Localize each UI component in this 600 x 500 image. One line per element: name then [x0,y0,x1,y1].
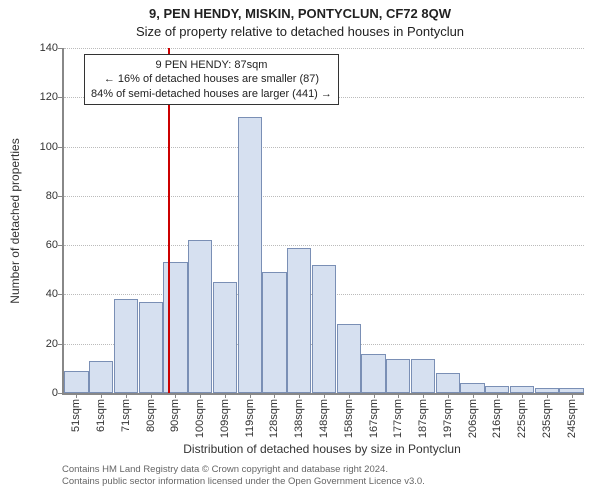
footer-line-1: Contains HM Land Registry data © Crown c… [62,464,582,476]
xtick-mark [473,393,474,398]
xtick-mark [423,393,424,398]
histogram-bar [262,272,286,393]
xtick-label: 245sqm [566,399,578,438]
xtick-mark [225,393,226,398]
histogram-bar [436,373,460,393]
xtick-mark [497,393,498,398]
xtick-mark [522,393,523,398]
xtick-label: 177sqm [392,399,404,438]
histogram-bar [337,324,361,393]
xtick-label: 216sqm [491,399,503,438]
xtick-label: 167sqm [368,399,380,438]
histogram-bar [163,262,187,393]
xtick-label: 158sqm [343,399,355,438]
histogram-bar [361,354,385,393]
histogram-bar [460,383,484,393]
histogram-bar [411,359,435,394]
ytick-mark [58,196,64,197]
xtick-label: 51sqm [70,399,82,432]
xtick-mark [374,393,375,398]
gridline [64,245,584,246]
x-axis-label: Distribution of detached houses by size … [62,442,582,456]
ytick-mark [58,48,64,49]
y-axis-label-wrap: Number of detached properties [8,48,22,393]
ytick-mark [58,245,64,246]
xtick-mark [448,393,449,398]
ytick-mark [58,294,64,295]
xtick-label: 128sqm [268,399,280,438]
page-title: 9, PEN HENDY, MISKIN, PONTYCLUN, CF72 8Q… [0,6,600,21]
xtick-label: 100sqm [194,399,206,438]
xtick-mark [349,393,350,398]
xtick-label: 61sqm [95,399,107,432]
gridline [64,48,584,49]
chart-container: 9, PEN HENDY, MISKIN, PONTYCLUN, CF72 8Q… [0,0,600,500]
xtick-label: 235sqm [541,399,553,438]
ytick-label: 20 [46,338,58,350]
xtick-label: 225sqm [516,399,528,438]
ytick-mark [58,97,64,98]
histogram-bar [89,361,113,393]
ytick-label: 0 [52,387,58,399]
xtick-label: 109sqm [219,399,231,438]
ytick-label: 60 [46,239,58,251]
ytick-label: 40 [46,288,58,300]
xtick-label: 119sqm [244,399,256,437]
gridline [64,196,584,197]
histogram-bar [287,248,311,393]
xtick-mark [101,393,102,398]
xtick-mark [274,393,275,398]
histogram-bar [188,240,212,393]
xtick-label: 206sqm [467,399,479,438]
xtick-mark [126,393,127,398]
histogram-bar [139,302,163,393]
histogram-bar [213,282,237,393]
xtick-mark [200,393,201,398]
histogram-bar [485,386,509,393]
xtick-label: 71sqm [120,399,132,432]
histogram-bar [114,299,138,393]
ytick-label: 120 [40,91,58,103]
annotation-line-3: 84% of semi-detached houses are larger (… [91,87,332,101]
footer: Contains HM Land Registry data © Crown c… [62,464,582,488]
xtick-mark [324,393,325,398]
footer-line-2: Contains public sector information licen… [62,476,582,488]
histogram-bar [386,359,410,394]
xtick-label: 80sqm [145,399,157,432]
ytick-mark [58,344,64,345]
histogram-bar [64,371,88,393]
gridline [64,147,584,148]
annotation-line-1: 9 PEN HENDY: 87sqm [91,58,332,72]
annotation-box: 9 PEN HENDY: 87sqm ← 16% of detached hou… [84,54,339,105]
histogram-bar [510,386,534,393]
xtick-label: 90sqm [169,399,181,432]
y-axis-label: Number of detached properties [8,138,22,303]
histogram-bar [238,117,262,393]
histogram-bar [312,265,336,393]
ytick-mark [58,147,64,148]
page-subtitle: Size of property relative to detached ho… [0,24,600,39]
xtick-mark [151,393,152,398]
xtick-label: 138sqm [293,399,305,438]
xtick-mark [299,393,300,398]
xtick-mark [250,393,251,398]
ytick-label: 80 [46,190,58,202]
ytick-label: 140 [40,42,58,54]
xtick-mark [175,393,176,398]
ytick-mark [58,393,64,394]
xtick-mark [572,393,573,398]
xtick-mark [547,393,548,398]
ytick-label: 100 [40,141,58,153]
xtick-label: 197sqm [442,399,454,438]
xtick-label: 187sqm [417,399,429,438]
xtick-mark [398,393,399,398]
xtick-label: 148sqm [318,399,330,438]
annotation-line-2: ← 16% of detached houses are smaller (87… [91,72,332,86]
plot-area: 02040608010012014051sqm61sqm71sqm80sqm90… [62,48,584,395]
xtick-mark [76,393,77,398]
